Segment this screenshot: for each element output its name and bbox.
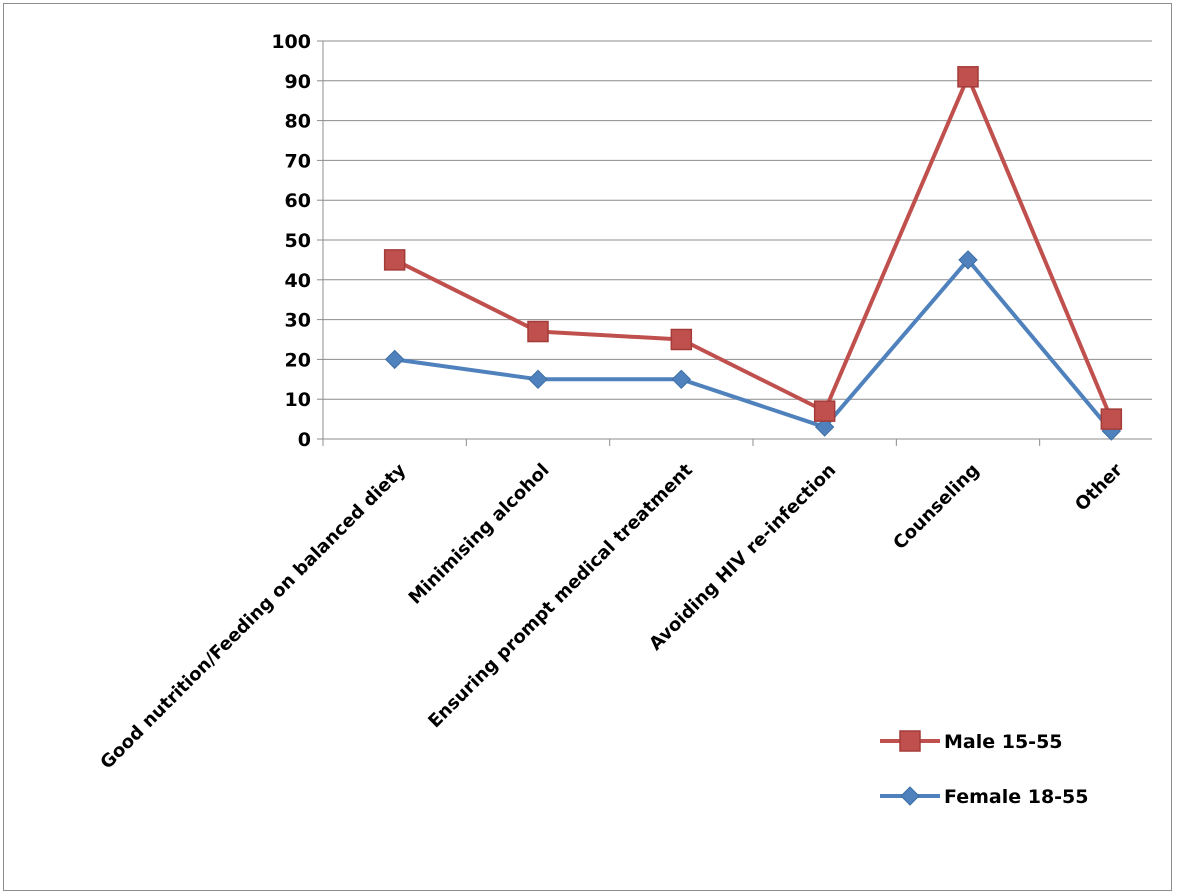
y-tick-label: 20 xyxy=(285,349,311,371)
x-tick-label: Ensuring prompt medical treatment xyxy=(424,459,697,732)
data-point xyxy=(1100,408,1123,430)
x-tick-label: Counseling xyxy=(889,460,983,554)
data-point xyxy=(384,349,405,370)
y-tick-label: 40 xyxy=(285,270,311,292)
series-line xyxy=(393,74,1114,420)
data-point xyxy=(527,320,549,343)
data-point xyxy=(383,249,406,271)
axes xyxy=(317,40,1152,446)
legend-marker xyxy=(900,786,920,806)
legend: Male 15-55 Female 18-55 xyxy=(880,730,1089,808)
y-tick-label: 60 xyxy=(285,190,311,212)
series-line xyxy=(394,257,1113,433)
data-point xyxy=(957,66,979,88)
legend-label: Female 18-55 xyxy=(944,786,1089,808)
gridlines xyxy=(323,40,1152,400)
chart-frame xyxy=(3,3,1172,891)
legend-entry: Female 18-55 xyxy=(880,786,1089,808)
series-lines xyxy=(383,66,1123,441)
legend-marker xyxy=(899,730,921,752)
y-tick-label: 0 xyxy=(298,429,311,451)
x-tick-label: Good nutrition/Feeding on balanced diety xyxy=(96,460,410,774)
legend-label: Male 15-55 xyxy=(944,731,1063,753)
data-point xyxy=(671,369,692,390)
y-tick-label: 70 xyxy=(285,150,311,172)
data-point xyxy=(814,417,835,437)
series-male-15-55 xyxy=(383,66,1123,430)
legend-entry: Male 15-55 xyxy=(880,730,1063,753)
y-tick-label: 10 xyxy=(285,389,311,411)
data-point xyxy=(528,369,548,390)
y-tick-label: 90 xyxy=(285,71,311,93)
data-point xyxy=(958,250,978,270)
y-tick-label: 50 xyxy=(285,230,311,252)
x-tick-label: Minimising alcohol xyxy=(405,460,554,609)
y-tick-labels: 0 10 20 30 40 50 60 70 80 90 100 xyxy=(271,31,311,451)
y-tick-label: 80 xyxy=(285,111,311,133)
x-tick-label: Other xyxy=(1071,460,1127,516)
y-tick-label: 100 xyxy=(271,31,311,53)
data-point xyxy=(813,400,836,422)
y-tick-label: 30 xyxy=(285,310,311,332)
series-female-18-55 xyxy=(384,250,1122,441)
data-point xyxy=(670,328,693,351)
x-tick-labels: Good nutrition/Feeding on balanced diety… xyxy=(96,459,1127,773)
